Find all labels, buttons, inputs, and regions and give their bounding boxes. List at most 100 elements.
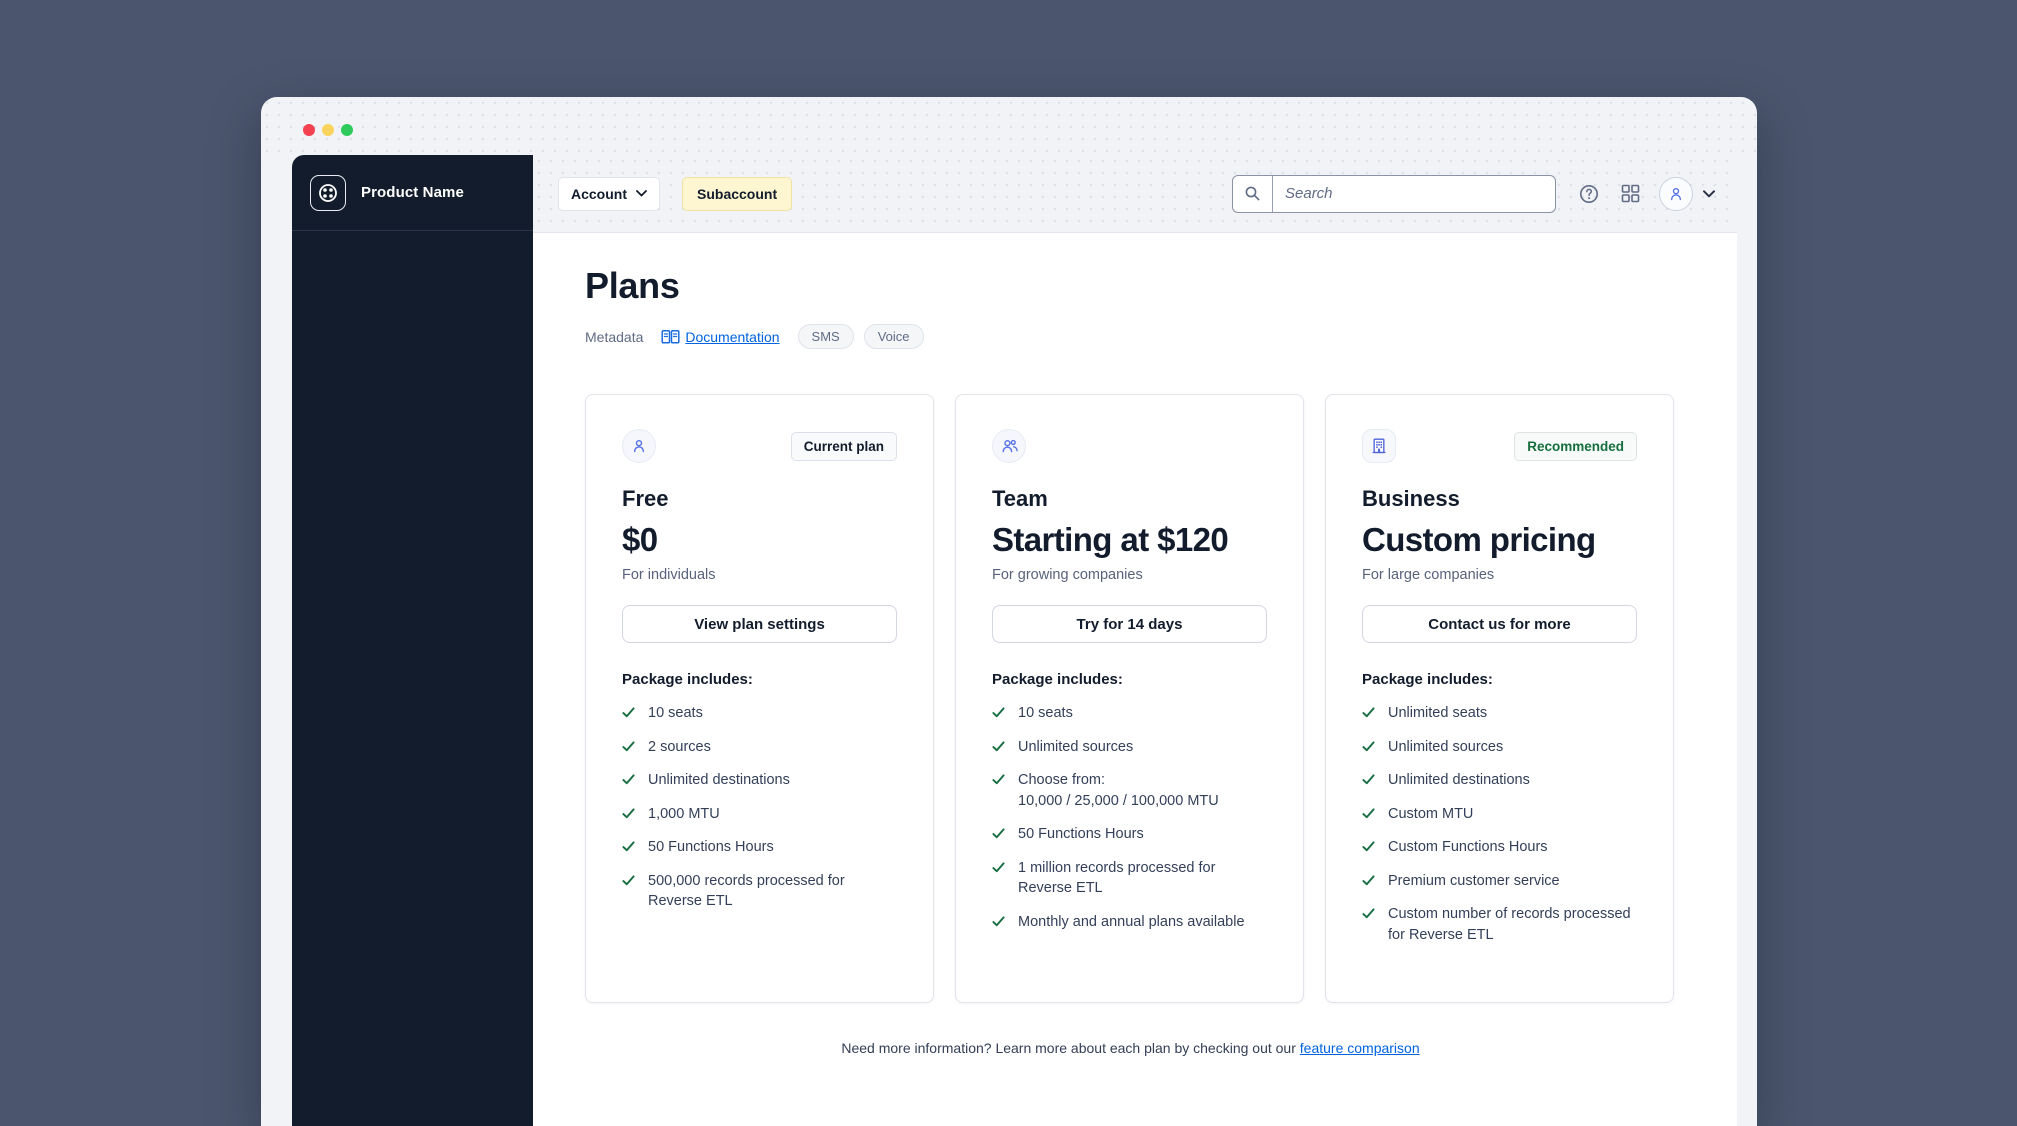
feature-text: 50 Functions Hours	[648, 839, 774, 856]
feature-text: Premium customer service	[1388, 872, 1560, 889]
avatar-user-icon[interactable]	[1659, 176, 1693, 211]
chevron-down-icon	[636, 190, 647, 197]
tab-metadata[interactable]: Metadata	[585, 328, 644, 345]
check-icon	[622, 808, 635, 818]
plan-cta-button[interactable]: View plan settings	[622, 605, 897, 643]
feature-item: 10 seats	[622, 703, 897, 724]
plan-audience: For individuals	[622, 567, 716, 583]
book-icon	[661, 329, 680, 344]
check-icon	[1362, 875, 1375, 886]
plan-cta-button[interactable]: Try for 14 days	[992, 605, 1267, 643]
plan-card: Team Starting at $120 For growing compan…	[955, 394, 1304, 1003]
check-icon	[992, 862, 1005, 873]
package-includes-label: Package includes:	[622, 671, 753, 688]
feature-text: 500,000 records processed for Reverse ET…	[648, 872, 845, 910]
close-window-button[interactable]	[303, 124, 315, 136]
feature-text: 50 Functions Hours	[1018, 826, 1144, 843]
feature-text: 10 seats	[1018, 705, 1073, 721]
feature-item: Premium customer service	[1362, 871, 1637, 892]
feature-text: Unlimited destinations	[1388, 772, 1530, 789]
topbar: Account Subaccount	[533, 155, 1737, 233]
badge-sms[interactable]: SMS	[797, 324, 854, 349]
feature-list: 10 seats Unlimited sources Choose from: …	[992, 703, 1267, 933]
plan-cta-button[interactable]: Contact us for more	[1362, 605, 1637, 643]
badge-voice[interactable]: Voice	[863, 324, 924, 349]
building-icon	[1372, 438, 1386, 454]
check-icon	[992, 828, 1005, 839]
user-menu-chevron-icon[interactable]	[1703, 189, 1715, 198]
account-dropdown-label: Account	[571, 185, 627, 202]
page-title: Plans	[585, 265, 680, 306]
plan-name: Team	[992, 486, 1048, 511]
feature-text: Custom MTU	[1388, 805, 1474, 822]
feature-item: Unlimited sources	[1362, 737, 1637, 758]
plan-badge: Current plan	[790, 431, 897, 461]
check-icon	[1362, 741, 1375, 751]
sidebar-header: Product Name	[292, 155, 533, 231]
check-icon	[1362, 774, 1375, 785]
feature-item: Choose from: 10,000 / 25,000 / 100,000 M…	[992, 770, 1267, 811]
feature-item: Unlimited destinations	[1362, 770, 1637, 791]
window-title-bar	[261, 97, 1757, 155]
check-icon	[1362, 908, 1375, 919]
plan-card-header: Current plan	[622, 429, 897, 463]
window-controls	[303, 124, 353, 136]
plan-icon	[622, 429, 656, 463]
feature-text: Monthly and annual plans available	[1018, 914, 1245, 931]
account-dropdown[interactable]: Account	[558, 176, 660, 211]
app-window: Product Name Account Subaccount	[261, 97, 1757, 1126]
feature-item: 1 million records processed for Reverse …	[992, 858, 1267, 899]
package-includes-label: Package includes:	[992, 671, 1123, 688]
feature-text: Choose from: 10,000 / 25,000 / 100,000 M…	[1018, 772, 1219, 809]
feature-text: 1,000 MTU	[648, 805, 720, 822]
plan-price: Custom pricing	[1362, 521, 1596, 558]
apps-grid-icon[interactable]	[1620, 183, 1641, 204]
feature-text: 2 sources	[648, 738, 711, 755]
check-icon	[992, 707, 1005, 718]
feature-comparison-link[interactable]: feature comparison	[1299, 1040, 1420, 1056]
check-icon	[1362, 841, 1375, 852]
user-icon	[633, 439, 645, 453]
check-icon	[992, 774, 1005, 785]
tab-row: Metadata Documentation SMS Voice	[585, 324, 1737, 349]
feature-item: 50 Functions Hours	[622, 837, 897, 858]
topbar-right	[1232, 174, 1715, 213]
plan-price: $0	[622, 521, 658, 558]
feature-list: 10 seats 2 sources Unlimited destination…	[622, 703, 897, 912]
plan-card: Recommended Business Custom pricing For …	[1325, 394, 1674, 1003]
plan-badge: Recommended	[1514, 431, 1637, 461]
package-includes-label: Package includes:	[1362, 671, 1493, 688]
minimize-window-button[interactable]	[322, 124, 334, 136]
plan-price: Starting at $120	[992, 521, 1229, 558]
help-icon[interactable]	[1578, 183, 1600, 205]
product-name: Product Name	[361, 184, 464, 201]
search-icon[interactable]	[1233, 175, 1273, 212]
plan-audience: For growing companies	[992, 567, 1143, 583]
search-input[interactable]	[1273, 175, 1555, 212]
feature-item: 50 Functions Hours	[992, 824, 1267, 845]
feature-item: 2 sources	[622, 737, 897, 758]
feature-item: 10 seats	[992, 703, 1267, 724]
feature-text: Unlimited seats	[1388, 705, 1488, 721]
feature-item: Monthly and annual plans available	[992, 912, 1267, 933]
feature-item: Custom MTU	[1362, 804, 1637, 825]
plan-cards: Current plan Free $0 For individuals Vie…	[585, 394, 1737, 1003]
zoom-window-button[interactable]	[341, 124, 353, 136]
check-icon	[622, 741, 635, 751]
documentation-link-label: Documentation	[685, 328, 780, 345]
main-panel: Account Subaccount	[533, 155, 1737, 1126]
product-logo-icon[interactable]	[310, 174, 346, 211]
plan-name: Free	[622, 486, 669, 511]
plan-name: Business	[1362, 486, 1460, 511]
check-icon	[622, 774, 635, 785]
sidebar: Product Name	[292, 155, 533, 1126]
users-icon	[1002, 439, 1018, 452]
plan-audience: For large companies	[1362, 567, 1495, 583]
plan-icon	[992, 429, 1026, 463]
feature-text: 10 seats	[648, 705, 703, 721]
documentation-link[interactable]: Documentation	[661, 328, 780, 345]
check-icon	[622, 875, 635, 886]
subaccount-badge[interactable]: Subaccount	[682, 176, 793, 211]
feature-item: Custom number of records processed for R…	[1362, 904, 1637, 945]
feature-text: 1 million records processed for Reverse …	[1018, 859, 1216, 897]
